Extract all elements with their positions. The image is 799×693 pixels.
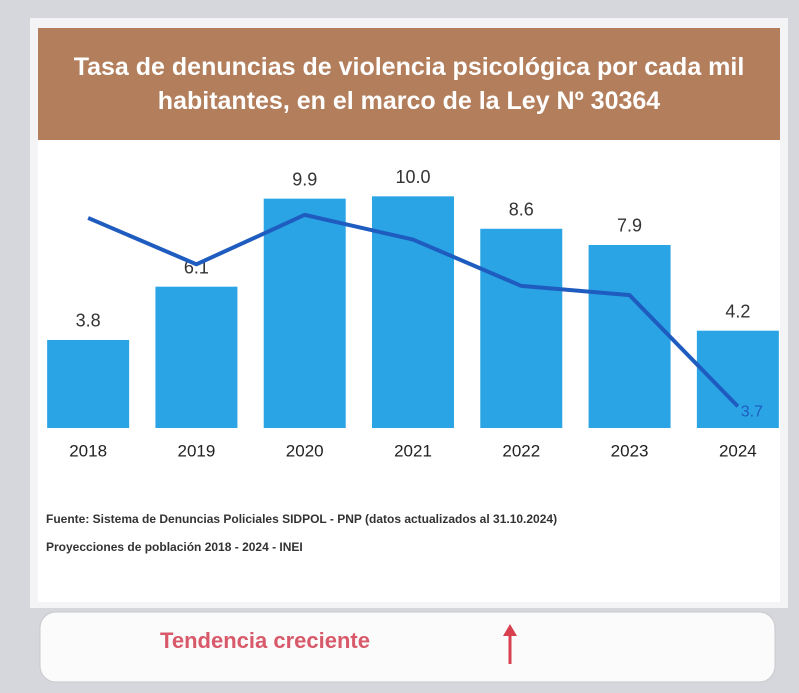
value-label: 8.6 <box>509 200 534 220</box>
value-label: 3.7 <box>741 404 763 421</box>
note: Proyecciones de población 2018 - 2024 - … <box>46 540 303 554</box>
bar <box>480 228 563 428</box>
trend-arrow-head <box>503 624 517 636</box>
bar <box>588 244 671 428</box>
x-tick-label: 2020 <box>286 441 324 460</box>
value-label: 10.0 <box>395 167 430 187</box>
bar <box>263 198 346 428</box>
x-tick-label: 2018 <box>69 441 107 460</box>
value-label: 7.9 <box>617 216 642 236</box>
x-tick-label: 2019 <box>178 441 216 460</box>
title-band <box>38 28 780 140</box>
x-tick-label: 2021 <box>394 441 432 460</box>
source: Fuente: Sistema de Denuncias Policiales … <box>46 512 557 526</box>
line <box>87 212 740 408</box>
chart-title: Tasa de denuncias de violencia psicológi… <box>73 53 745 115</box>
annotation: Tendencia creciente <box>160 628 370 653</box>
bar <box>155 286 238 428</box>
value-label: 4.2 <box>725 301 750 321</box>
trend-box <box>39 611 776 683</box>
value-label: 9.9 <box>292 169 317 189</box>
value-label: 3.8 <box>76 311 101 331</box>
title-box: Tasa de denuncias de violencia psicológi… <box>73 53 745 115</box>
bar <box>47 339 130 428</box>
x-tick-label: 2024 <box>719 441 757 460</box>
x-tick-label: 2022 <box>502 441 540 460</box>
x-tick-label: 2023 <box>611 441 649 460</box>
